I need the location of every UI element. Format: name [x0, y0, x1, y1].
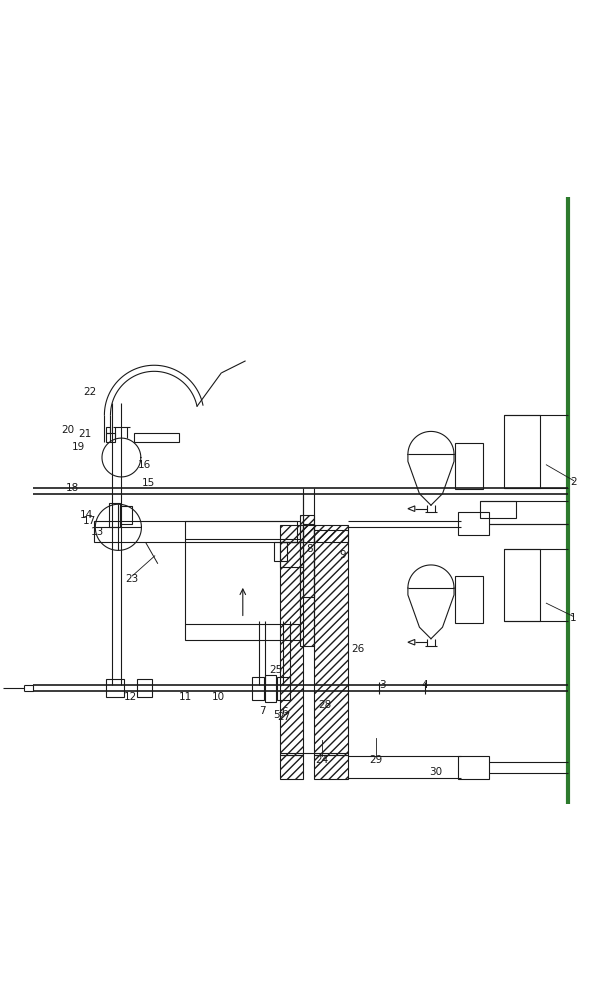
- Bar: [134, 433, 179, 442]
- Bar: [94, 521, 297, 542]
- Bar: [185, 521, 300, 640]
- Text: 28: 28: [318, 700, 331, 710]
- Bar: [252, 677, 264, 700]
- Bar: [274, 542, 287, 561]
- Bar: [109, 503, 120, 527]
- Text: 25: 25: [270, 665, 283, 675]
- Text: 17: 17: [83, 516, 97, 526]
- Text: 20: 20: [61, 425, 75, 435]
- Text: 30: 30: [429, 767, 443, 777]
- Text: 24: 24: [315, 755, 328, 765]
- Polygon shape: [408, 639, 415, 645]
- Bar: [455, 443, 483, 489]
- Bar: [137, 679, 152, 697]
- Bar: [120, 506, 132, 524]
- Text: 22: 22: [83, 387, 97, 397]
- Bar: [280, 755, 304, 779]
- Text: 29: 29: [370, 755, 383, 765]
- Bar: [504, 549, 540, 621]
- Bar: [300, 515, 314, 646]
- Bar: [106, 433, 115, 442]
- Bar: [106, 427, 110, 433]
- Text: 2: 2: [571, 477, 577, 487]
- Text: 26: 26: [351, 644, 365, 654]
- Text: 6: 6: [281, 707, 287, 717]
- Bar: [314, 530, 348, 755]
- Bar: [280, 542, 304, 755]
- Bar: [265, 675, 276, 702]
- Text: 14: 14: [80, 510, 93, 520]
- Text: 27: 27: [277, 712, 291, 722]
- Bar: [277, 677, 290, 700]
- Text: 16: 16: [138, 460, 151, 470]
- Bar: [106, 679, 124, 697]
- Bar: [280, 542, 304, 567]
- Bar: [458, 512, 489, 535]
- Text: 4: 4: [422, 680, 428, 690]
- Text: 10: 10: [212, 692, 225, 702]
- Bar: [480, 501, 516, 518]
- Text: 5: 5: [273, 710, 279, 720]
- Bar: [458, 756, 489, 779]
- Text: 12: 12: [124, 692, 137, 702]
- Text: 19: 19: [72, 442, 86, 452]
- Text: 15: 15: [142, 478, 155, 488]
- Bar: [304, 524, 314, 597]
- Bar: [280, 525, 348, 542]
- Text: 13: 13: [90, 527, 104, 537]
- Polygon shape: [408, 506, 415, 511]
- Text: 18: 18: [66, 483, 80, 493]
- Text: 7: 7: [259, 706, 265, 716]
- Bar: [314, 755, 348, 779]
- Text: 21: 21: [78, 429, 92, 439]
- Text: 8: 8: [307, 544, 313, 554]
- Text: 9: 9: [340, 550, 346, 560]
- Text: 1: 1: [571, 613, 577, 623]
- Text: 3: 3: [379, 680, 385, 690]
- Text: 11: 11: [178, 692, 192, 702]
- Bar: [504, 415, 540, 488]
- Bar: [455, 576, 483, 623]
- Text: 23: 23: [126, 574, 139, 584]
